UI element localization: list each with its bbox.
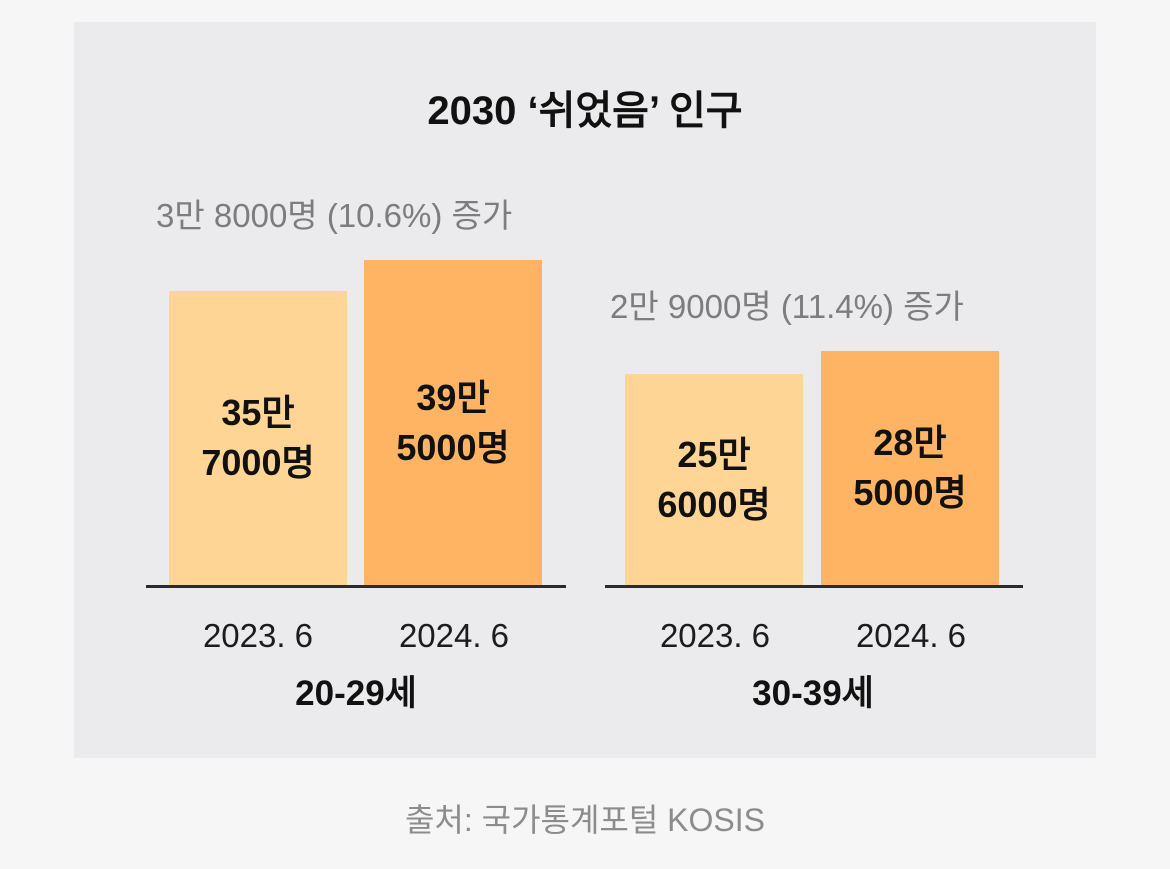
group-label-30s: 30-39세 — [752, 674, 874, 713]
bar-value-label: 28만 5000명 — [853, 422, 967, 513]
bar-value-label: 25만 6000명 — [657, 433, 771, 525]
x-tick-label: 2024. 6 — [855, 617, 967, 654]
bar-30s-2024: 28만 5000명 — [821, 351, 999, 585]
increase-note-30s: 2만 9000명 (11.4%) 증가 — [610, 288, 964, 325]
x-tick-label: 2023. 6 — [659, 617, 771, 654]
bar-value-label: 39만 5000명 — [396, 376, 510, 468]
baseline-20s — [146, 585, 566, 588]
bar-value-label: 35만 7000명 — [201, 392, 315, 483]
x-tick-label: 2023. 6 — [202, 617, 314, 654]
bar-20s-2023: 35만 7000명 — [169, 291, 347, 585]
increase-note-20s: 3만 8000명 (10.6%) 증가 — [156, 197, 513, 234]
baseline-30s — [605, 585, 1023, 588]
bar-30s-2023: 25만 6000명 — [625, 374, 803, 585]
x-tick-label: 2024. 6 — [398, 617, 510, 654]
chart-title: 2030 ‘쉬었음’ 인구 — [427, 89, 743, 133]
source-note: 출처: 국가통계포털 KOSIS — [404, 802, 765, 838]
group-label-20s: 20-29세 — [295, 674, 417, 713]
bar-20s-2024: 39만 5000명 — [364, 260, 542, 585]
